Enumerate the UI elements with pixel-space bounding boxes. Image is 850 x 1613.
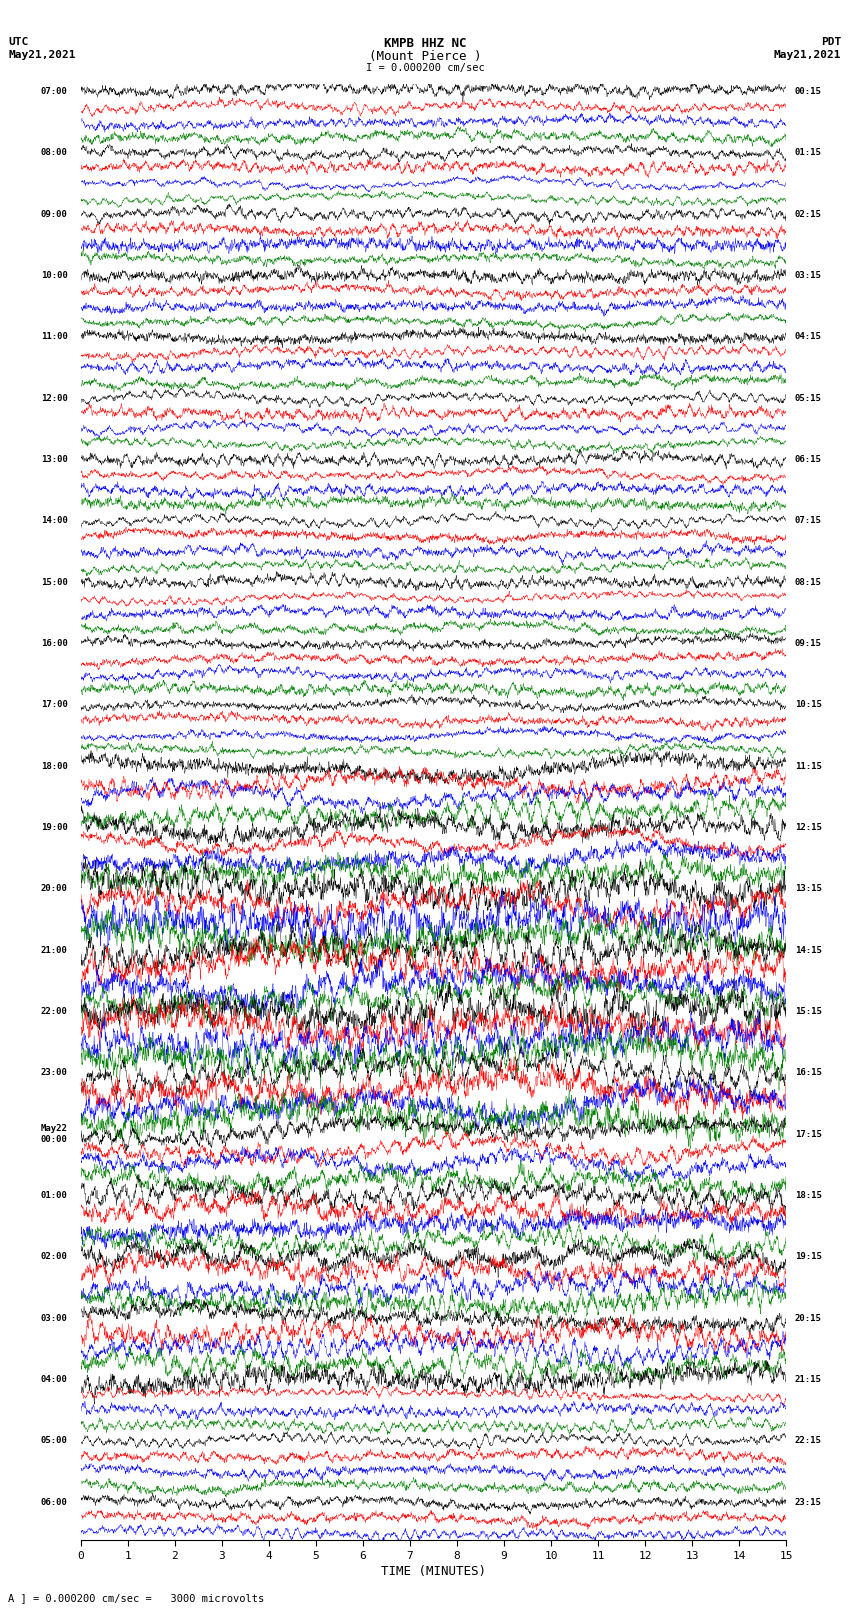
Text: 22:00: 22:00	[41, 1007, 68, 1016]
Text: 20:00: 20:00	[41, 884, 68, 894]
Text: 05:00: 05:00	[41, 1436, 68, 1445]
Text: UTC: UTC	[8, 37, 29, 47]
Text: 15:00: 15:00	[41, 577, 68, 587]
Text: 12:00: 12:00	[41, 394, 68, 403]
Text: May21,2021: May21,2021	[774, 50, 842, 60]
Text: 13:00: 13:00	[41, 455, 68, 465]
Text: 07:15: 07:15	[795, 516, 822, 526]
Text: 18:00: 18:00	[41, 761, 68, 771]
Text: 03:15: 03:15	[795, 271, 822, 281]
Text: 09:00: 09:00	[41, 210, 68, 219]
Text: 13:15: 13:15	[795, 884, 822, 894]
Text: 14:00: 14:00	[41, 516, 68, 526]
Text: 21:00: 21:00	[41, 945, 68, 955]
Text: PDT: PDT	[821, 37, 842, 47]
Text: 11:00: 11:00	[41, 332, 68, 342]
Text: I = 0.000200 cm/sec: I = 0.000200 cm/sec	[366, 63, 484, 73]
Text: 05:15: 05:15	[795, 394, 822, 403]
Text: 01:00: 01:00	[41, 1190, 68, 1200]
Text: 16:00: 16:00	[41, 639, 68, 648]
Text: 15:15: 15:15	[795, 1007, 822, 1016]
Text: 14:15: 14:15	[795, 945, 822, 955]
Text: 21:15: 21:15	[795, 1374, 822, 1384]
Text: 23:00: 23:00	[41, 1068, 68, 1077]
Text: 06:00: 06:00	[41, 1497, 68, 1507]
Text: 08:15: 08:15	[795, 577, 822, 587]
X-axis label: TIME (MINUTES): TIME (MINUTES)	[381, 1565, 486, 1578]
Text: 19:00: 19:00	[41, 823, 68, 832]
Text: 11:15: 11:15	[795, 761, 822, 771]
Text: 20:15: 20:15	[795, 1313, 822, 1323]
Text: 22:15: 22:15	[795, 1436, 822, 1445]
Text: 18:15: 18:15	[795, 1190, 822, 1200]
Text: 04:00: 04:00	[41, 1374, 68, 1384]
Text: 12:15: 12:15	[795, 823, 822, 832]
Text: 04:15: 04:15	[795, 332, 822, 342]
Text: 02:15: 02:15	[795, 210, 822, 219]
Text: 09:15: 09:15	[795, 639, 822, 648]
Text: 06:15: 06:15	[795, 455, 822, 465]
Text: May22
00:00: May22 00:00	[41, 1124, 68, 1144]
Text: 03:00: 03:00	[41, 1313, 68, 1323]
Text: (Mount Pierce ): (Mount Pierce )	[369, 50, 481, 63]
Text: 17:15: 17:15	[795, 1129, 822, 1139]
Text: 01:15: 01:15	[795, 148, 822, 158]
Text: 17:00: 17:00	[41, 700, 68, 710]
Text: 19:15: 19:15	[795, 1252, 822, 1261]
Text: 16:15: 16:15	[795, 1068, 822, 1077]
Text: May21,2021: May21,2021	[8, 50, 76, 60]
Text: 23:15: 23:15	[795, 1497, 822, 1507]
Text: A ] = 0.000200 cm/sec =   3000 microvolts: A ] = 0.000200 cm/sec = 3000 microvolts	[8, 1594, 264, 1603]
Text: 02:00: 02:00	[41, 1252, 68, 1261]
Text: 08:00: 08:00	[41, 148, 68, 158]
Text: 00:15: 00:15	[795, 87, 822, 97]
Text: 10:00: 10:00	[41, 271, 68, 281]
Text: 07:00: 07:00	[41, 87, 68, 97]
Text: KMPB HHZ NC: KMPB HHZ NC	[383, 37, 467, 50]
Text: 10:15: 10:15	[795, 700, 822, 710]
